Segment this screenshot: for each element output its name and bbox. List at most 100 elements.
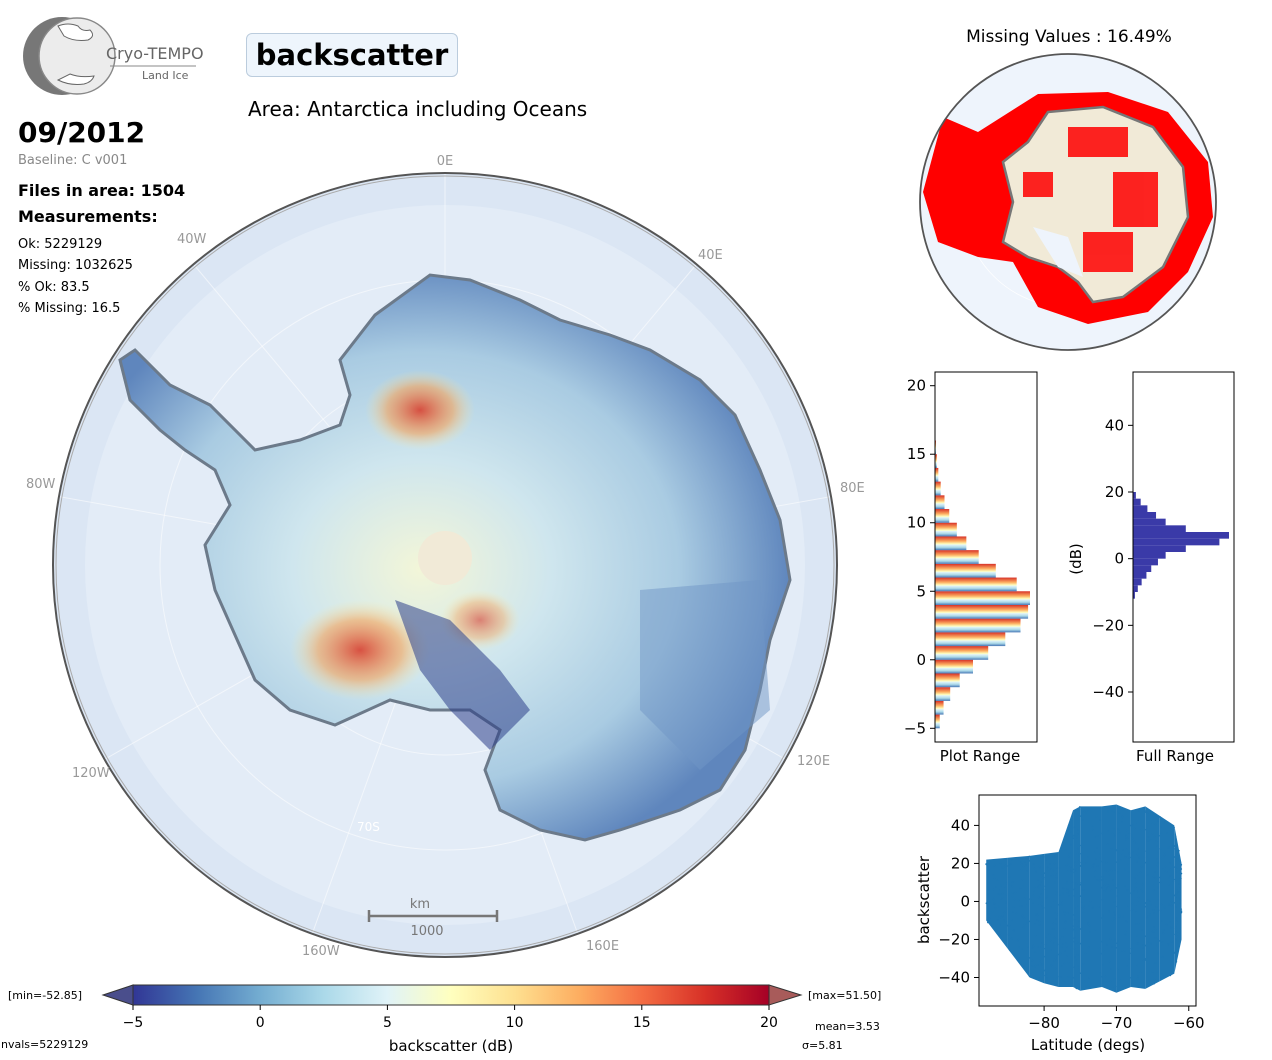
scatter-point	[1173, 951, 1176, 954]
scatter-point	[1066, 889, 1069, 892]
scatter-point	[1037, 946, 1040, 948]
scatter-point	[1137, 977, 1139, 980]
scatter-point	[1177, 851, 1180, 854]
scatter-point	[1042, 878, 1045, 880]
scatter-point	[1146, 874, 1149, 877]
scatter-point	[1063, 927, 1066, 930]
scatter-point	[1113, 883, 1116, 886]
scatter-point	[1004, 864, 1007, 867]
hist-ytick-label: 0	[1114, 550, 1124, 568]
scatter-point	[1023, 860, 1026, 863]
scatter-point	[1072, 888, 1075, 891]
scatter-point	[1157, 909, 1160, 911]
scatter-point	[1140, 828, 1143, 831]
scatter-point	[1072, 834, 1075, 837]
scatter-point	[1133, 876, 1136, 879]
scatter-point	[1107, 829, 1109, 832]
scatter-band	[1029, 853, 1045, 984]
scatter-point	[1035, 913, 1037, 916]
scatter-point	[1031, 943, 1034, 946]
scatter-point	[1101, 875, 1104, 878]
scatter-point	[1037, 977, 1040, 979]
scatter-point	[1034, 951, 1037, 954]
scatter-point	[1005, 901, 1007, 904]
scatter-point	[1142, 825, 1144, 828]
hist-bar	[935, 577, 1017, 592]
scatter-point	[1114, 868, 1116, 871]
scatter-point	[1019, 905, 1022, 908]
scatter-point	[1136, 964, 1139, 967]
scatter-point	[1161, 972, 1164, 975]
hist-ytick-label: −5	[904, 719, 926, 737]
scatter-point	[1095, 879, 1098, 881]
scatter-point	[1019, 887, 1022, 890]
scatter-point	[1033, 867, 1036, 870]
scatter-point	[1094, 870, 1097, 873]
scatter-point	[1084, 812, 1087, 814]
scatter-point	[1114, 938, 1117, 941]
hist-bar	[1133, 525, 1186, 532]
scatter-point	[1118, 832, 1121, 835]
scatter-point	[1160, 832, 1163, 835]
scatter-point	[999, 863, 1002, 865]
scatter-point	[1060, 946, 1063, 948]
scatter-point	[1080, 901, 1083, 903]
hist-bar	[935, 536, 967, 551]
hist-bar	[1133, 578, 1142, 586]
logo-subtitle: Land Ice	[142, 69, 189, 82]
scale-bar-value: 1000	[410, 924, 443, 939]
scatter-point	[1094, 928, 1097, 931]
scatter-point	[1154, 962, 1157, 965]
scatter-point	[1174, 845, 1177, 847]
scatter-point	[987, 869, 990, 871]
scatter-point	[1142, 954, 1145, 957]
colorbar-tick-label: 10	[506, 1015, 524, 1031]
scatter-point	[1035, 870, 1037, 873]
hist-ytick-label: 0	[916, 651, 926, 669]
hist-bar	[935, 673, 960, 688]
scatter-point	[1129, 976, 1132, 979]
scatter-point	[1039, 960, 1042, 963]
scatter-point	[1010, 862, 1013, 865]
scatter-point	[1113, 911, 1115, 914]
scatter-point	[1105, 861, 1108, 864]
scatter-point	[1113, 978, 1116, 980]
scatter-point	[1147, 840, 1150, 842]
hist-bar	[1133, 512, 1157, 519]
scatter-point	[1113, 901, 1116, 904]
scatter-point	[1177, 879, 1180, 882]
scatter-point	[1001, 914, 1004, 917]
scatter-point	[1176, 890, 1179, 893]
scatter-point	[1158, 834, 1161, 837]
hist-ytick-label: 5	[916, 582, 926, 600]
scatter-point	[1101, 940, 1103, 943]
scatter-point	[1020, 868, 1023, 871]
scatter-point	[1160, 956, 1163, 958]
scatter-point	[1074, 907, 1077, 910]
scatter-point	[1068, 842, 1071, 845]
scatter-point	[1178, 891, 1181, 894]
scatter-point	[1062, 892, 1065, 895]
scatter-point	[1041, 963, 1044, 965]
scatter-point	[988, 917, 991, 920]
scatter-point	[1097, 905, 1100, 908]
scatter-point	[1157, 820, 1160, 823]
scatter-point	[1133, 890, 1136, 892]
scatter-point	[1041, 905, 1044, 907]
scatter-point	[1079, 942, 1082, 945]
scatter-point	[1174, 938, 1177, 941]
scatter-point	[1057, 975, 1059, 978]
scatter-point	[1058, 903, 1061, 906]
scatter-point	[1053, 960, 1056, 962]
scatter-xtick-label: −80	[1028, 1014, 1060, 1032]
scatter-point	[1037, 887, 1040, 889]
scatter-point	[1130, 947, 1133, 950]
scatter-point	[1136, 890, 1139, 893]
lon-label-120W: 120W	[72, 766, 110, 781]
scatter-point	[1066, 863, 1069, 866]
scatter-point	[1067, 975, 1070, 978]
scatter-point	[992, 874, 995, 876]
scatter-point	[1072, 837, 1075, 840]
scatter-point	[1054, 958, 1057, 960]
scatter-point	[1023, 897, 1026, 900]
